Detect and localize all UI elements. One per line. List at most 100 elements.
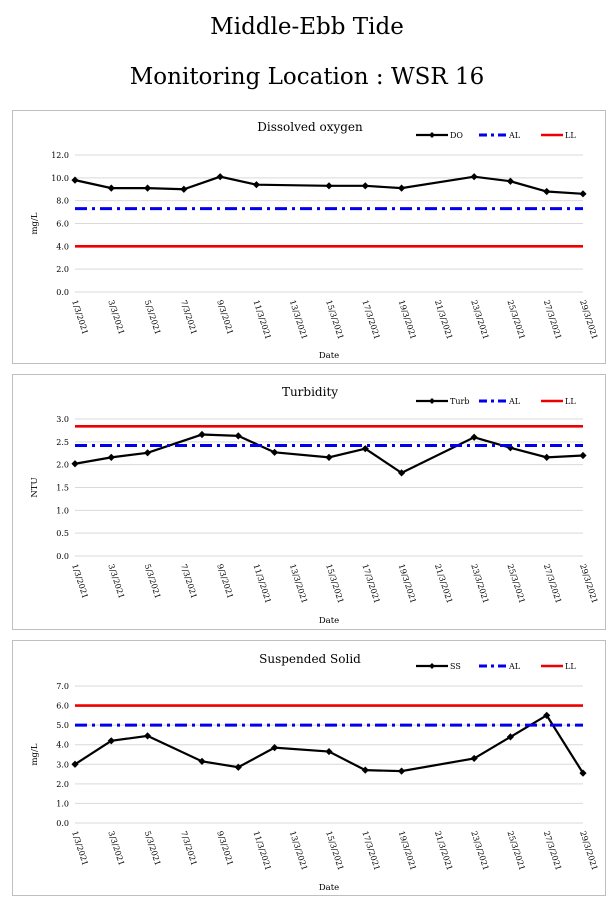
y-tick-label: 5.0	[56, 721, 69, 730]
x-tick-label: 15/3/2021	[324, 563, 345, 605]
chart-turbidity: Turbidity 0.0 0.5 1.0 1.5 2.0 2.5 3.0 NTU 1/3/202…	[30, 385, 599, 626]
y-tick-label: 2.0	[56, 780, 69, 789]
data-point	[543, 453, 551, 461]
x-tick-label: 3/3/2021	[106, 563, 126, 600]
data-point	[325, 182, 333, 190]
data-point	[71, 760, 79, 768]
chart-suspended-solid: Suspended Solid 0.0 1.0 2.0 3.0 4.0 5.0 6.0 7.0 m…	[30, 652, 599, 893]
x-tick-label: 19/3/2021	[397, 830, 418, 872]
x-tick-label: 1/3/2021	[70, 830, 90, 867]
x-tick-label: 19/3/2021	[397, 563, 418, 605]
x-tick-label: 9/3/2021	[215, 299, 235, 336]
data-point	[143, 449, 152, 457]
y-tick-label: 1.5	[56, 484, 69, 493]
data-point	[506, 177, 515, 185]
x-tick-label: 3/3/2021	[106, 830, 126, 867]
x-tick-label: 7/3/2021	[179, 830, 199, 867]
x-tick-label: 7/3/2021	[179, 299, 199, 336]
y-tick-label: 3.0	[56, 760, 69, 769]
x-tick-label: 21/3/2021	[433, 830, 454, 872]
data-point	[107, 453, 115, 461]
x-tick-label: 19/3/2021	[397, 299, 418, 341]
data-point	[107, 737, 115, 745]
x-tick-label: 25/3/2021	[506, 563, 527, 605]
x-tick-label: 27/3/2021	[542, 563, 563, 605]
data-point	[543, 187, 551, 196]
x-tick-label: 23/3/2021	[469, 563, 490, 605]
data-point	[325, 747, 333, 756]
legend-label-al: AL	[508, 662, 521, 671]
data-point	[397, 184, 406, 192]
data-point	[71, 460, 79, 468]
data-point	[143, 184, 152, 192]
legend-marker	[429, 398, 435, 404]
chart-title: Dissolved oxygen	[257, 120, 363, 134]
x-tick-label: 15/3/2021	[324, 830, 345, 872]
data-point	[470, 754, 478, 763]
x-tick-label: 5/3/2021	[143, 299, 163, 336]
y-tick-label: 8.0	[56, 197, 69, 206]
data-point	[180, 185, 188, 193]
data-point	[470, 433, 478, 441]
chart-title: Turbidity	[282, 385, 338, 399]
x-tick-label: 23/3/2021	[469, 299, 490, 341]
x-tick-label: 27/3/2021	[542, 830, 563, 872]
x-tick-label: 21/3/2021	[433, 299, 454, 341]
y-tick-label: 7.0	[56, 682, 69, 691]
data-point	[579, 451, 587, 460]
x-tick-label: 21/3/2021	[433, 563, 454, 605]
chart-dissolved-oxygen: Dissolved oxygen 0.0 2.0 4.0 6.0 8.0 10.0 12.0 m…	[30, 120, 599, 361]
legend-marker	[429, 132, 435, 138]
x-tick-label: 11/3/2021	[252, 299, 273, 341]
data-point	[397, 469, 406, 477]
x-tick-label: 1/3/2021	[70, 563, 90, 600]
data-point	[198, 430, 206, 439]
x-tick-label: 29/3/2021	[578, 299, 599, 341]
x-axis-title: Date	[319, 616, 339, 626]
x-tick-label: 27/3/2021	[542, 299, 563, 341]
x-tick-label: 7/3/2021	[179, 563, 199, 600]
y-tick-label: 12.0	[51, 151, 69, 160]
data-point	[252, 181, 261, 189]
y-tick-label: 3.0	[56, 415, 69, 424]
legend-marker	[429, 663, 435, 669]
y-tick-label: 2.5	[56, 438, 69, 447]
data-point	[397, 767, 406, 775]
legend-label-do: DO	[450, 131, 463, 140]
x-axis-title: Date	[319, 351, 339, 361]
y-tick-label: 0.0	[56, 552, 69, 561]
series-line-turb	[74, 433, 584, 475]
x-tick-label: 25/3/2021	[506, 299, 527, 341]
x-tick-label: 17/3/2021	[360, 299, 381, 341]
y-tick-label: 2.0	[56, 461, 69, 470]
y-axis-title: mg/L	[30, 743, 40, 765]
x-tick-label: 15/3/2021	[324, 299, 345, 341]
legend-label-ll: LL	[565, 397, 576, 406]
y-tick-label: 10.0	[51, 174, 69, 183]
data-point	[270, 448, 279, 456]
chart-panel-suspended-solid: Suspended Solid 0.0 1.0 2.0 3.0 4.0 5.0 6.0 7.0 m…	[12, 640, 606, 896]
x-tick-label: 13/3/2021	[288, 563, 309, 605]
legend-label-ll: LL	[565, 662, 576, 671]
y-axis-title: NTU	[30, 477, 40, 497]
data-point	[325, 453, 333, 461]
x-tick-label: 17/3/2021	[360, 830, 381, 872]
x-tick-label: 13/3/2021	[288, 830, 309, 872]
data-point	[234, 432, 242, 440]
y-tick-label: 6.0	[56, 702, 69, 711]
x-axis-title: Date	[319, 883, 339, 893]
data-point	[361, 182, 369, 190]
x-tick-label: 17/3/2021	[360, 563, 381, 605]
legend-label-al: AL	[508, 397, 521, 406]
data-point	[143, 732, 152, 740]
data-point	[470, 173, 478, 181]
x-tick-label: 29/3/2021	[578, 830, 599, 872]
x-tick-label: 9/3/2021	[215, 563, 235, 600]
x-tick-label: 9/3/2021	[215, 830, 235, 867]
legend-label-al: AL	[508, 131, 521, 140]
x-tick-label: 23/3/2021	[469, 830, 490, 872]
y-tick-label: 4.0	[56, 242, 69, 251]
chart-panel-turbidity: Turbidity 0.0 0.5 1.0 1.5 2.0 2.5 3.0 NTU 1/3/202…	[12, 374, 606, 630]
y-tick-label: 4.0	[56, 741, 69, 750]
y-tick-label: 0.0	[56, 288, 69, 297]
